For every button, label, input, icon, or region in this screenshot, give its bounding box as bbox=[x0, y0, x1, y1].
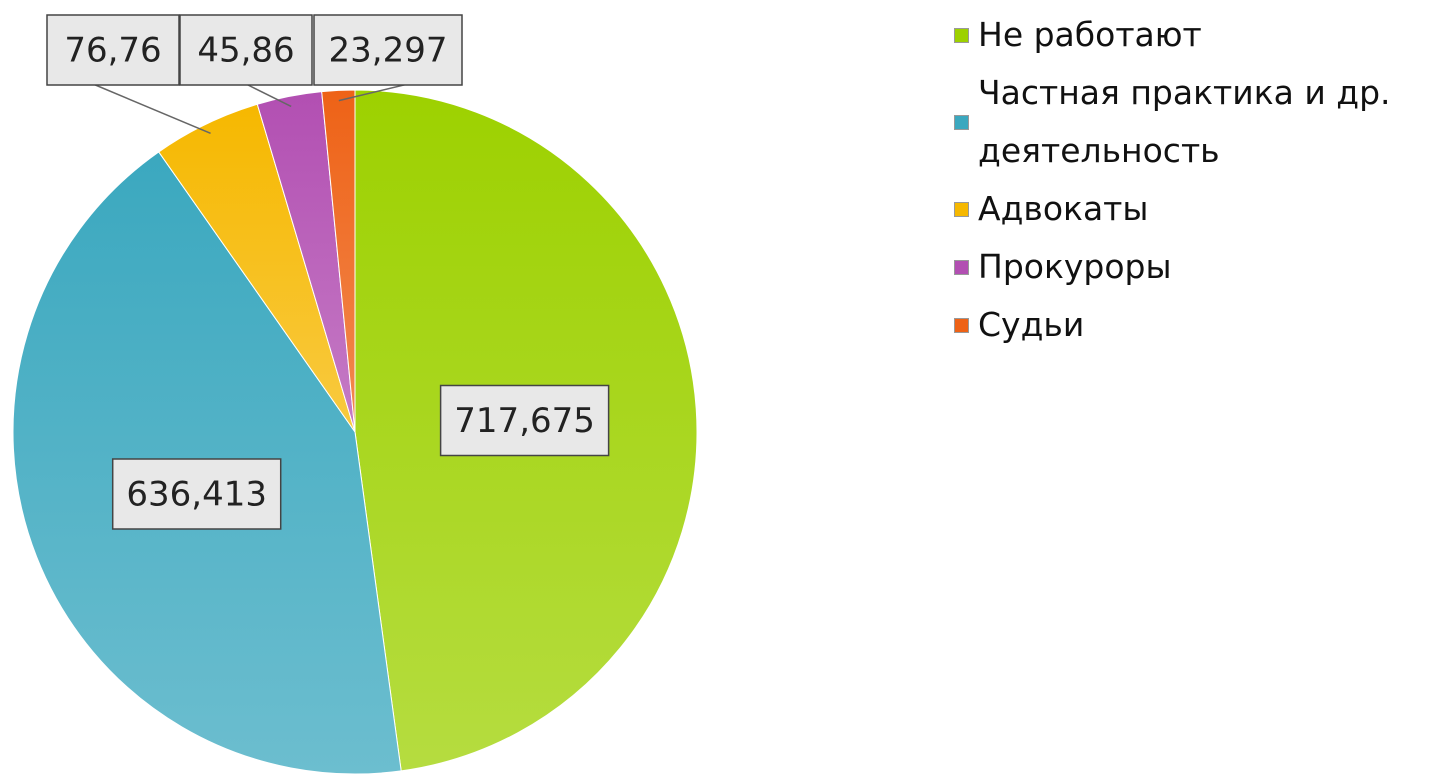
legend-item: Не работают bbox=[948, 6, 1418, 64]
legend-item: Прокуроры bbox=[948, 238, 1418, 296]
legend-swatch bbox=[954, 318, 969, 333]
legend-swatch bbox=[954, 260, 969, 275]
legend-label: Частная практика и др. деятельность bbox=[978, 73, 1391, 170]
data-label: 23,297 bbox=[329, 31, 448, 71]
legend-label: Адвокаты bbox=[978, 189, 1149, 228]
legend-swatch bbox=[954, 202, 969, 217]
legend: Не работают Частная практика и др. деятел… bbox=[948, 6, 1418, 354]
legend-item: Адвокаты bbox=[948, 180, 1418, 238]
label-box bbox=[46, 14, 180, 86]
data-label: 717,675 bbox=[454, 401, 595, 441]
legend-label: Прокуроры bbox=[978, 247, 1172, 286]
leader-line bbox=[92, 83, 211, 135]
leader-line bbox=[338, 83, 409, 102]
data-label: 45,86 bbox=[197, 31, 294, 71]
legend-item: Судьи bbox=[948, 296, 1418, 354]
legend-swatch bbox=[954, 28, 969, 43]
legend-swatch bbox=[954, 115, 969, 130]
label-box bbox=[111, 458, 282, 530]
label-box bbox=[439, 384, 610, 457]
pie-slice bbox=[321, 89, 356, 433]
data-label: 636,413 bbox=[126, 474, 267, 514]
leader-line bbox=[245, 83, 292, 108]
legend-item: Частная практика и др. деятельность bbox=[948, 64, 1418, 180]
label-box bbox=[313, 14, 463, 86]
label-box bbox=[179, 14, 313, 86]
legend-label: Не работают bbox=[978, 15, 1202, 54]
data-label: 76,76 bbox=[64, 31, 161, 71]
legend-label: Судьи bbox=[978, 305, 1085, 344]
